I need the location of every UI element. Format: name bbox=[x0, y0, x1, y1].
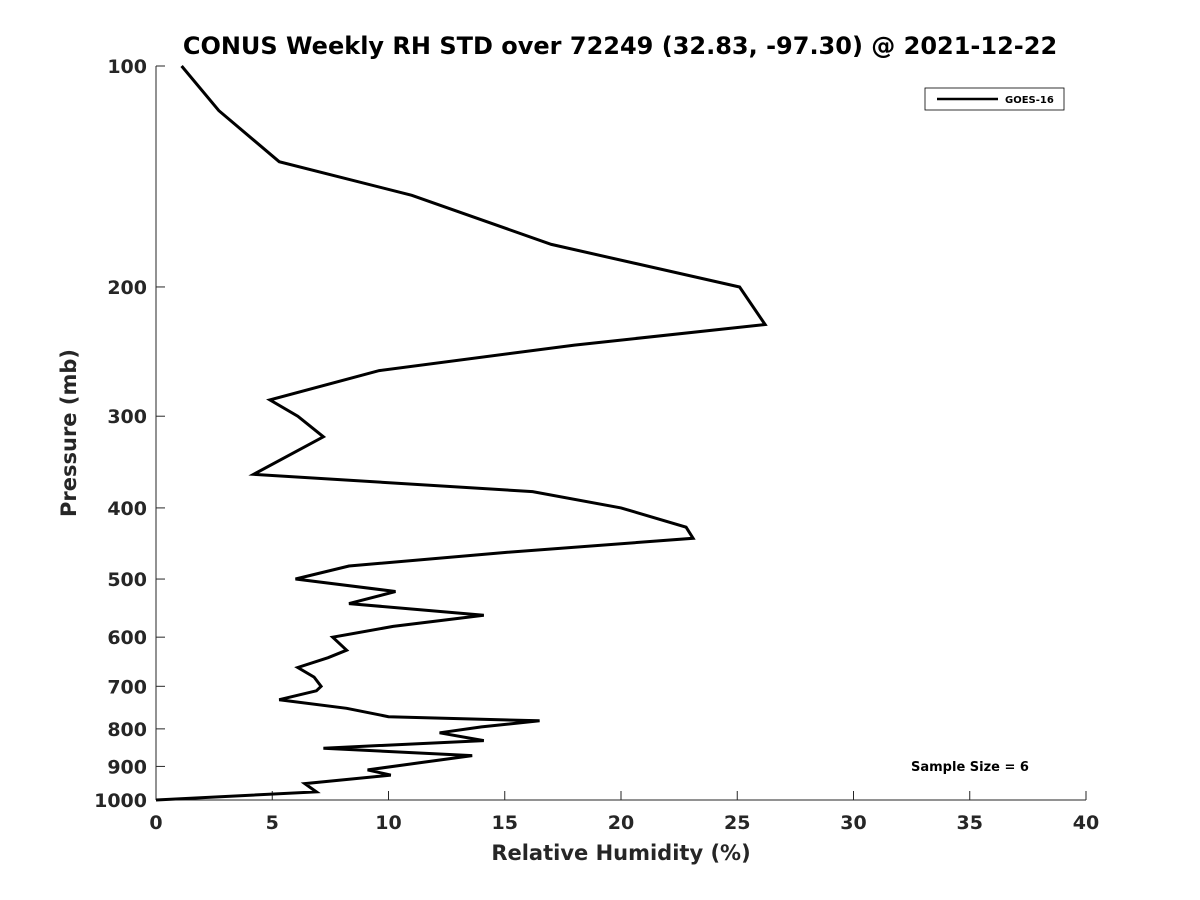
x-tick-label: 10 bbox=[375, 812, 401, 834]
x-ticks: 0 5 10 15 20 25 30 35 40 bbox=[149, 791, 1099, 834]
y-tick-label: 1000 bbox=[94, 790, 147, 812]
x-tick-label: 15 bbox=[492, 812, 518, 834]
y-tick-label: 300 bbox=[107, 406, 147, 428]
sample-size-annotation: Sample Size = 6 bbox=[911, 760, 1029, 775]
legend: GOES-16 bbox=[924, 87, 1065, 111]
y-axis-label: Pressure (mb) bbox=[57, 349, 81, 517]
plot-area bbox=[155, 66, 1086, 801]
y-tick-label: 500 bbox=[107, 569, 147, 591]
y-ticks: 100 200 300 400 500 600 700 800 900 1000 bbox=[94, 56, 165, 812]
y-tick-label: 600 bbox=[107, 627, 147, 649]
x-axis-label: Relative Humidity (%) bbox=[491, 841, 750, 865]
x-tick-label: 5 bbox=[266, 812, 279, 834]
y-tick-label: 900 bbox=[107, 756, 147, 778]
x-tick-label: 25 bbox=[724, 812, 750, 834]
series-layer bbox=[155, 65, 768, 802]
x-tick-label: 20 bbox=[608, 812, 634, 834]
legend-label-goes-16: GOES-16 bbox=[1005, 95, 1054, 106]
y-tick-label: 700 bbox=[107, 676, 147, 698]
x-tick-label: 0 bbox=[149, 812, 162, 834]
y-tick-label: 800 bbox=[107, 719, 147, 741]
chart-title: CONUS Weekly RH STD over 72249 (32.83, -… bbox=[183, 32, 1057, 60]
y-tick-label: 200 bbox=[107, 277, 147, 299]
x-tick-label: 30 bbox=[840, 812, 866, 834]
x-tick-label: 35 bbox=[957, 812, 983, 834]
x-tick-label: 40 bbox=[1073, 812, 1099, 834]
y-tick-label: 100 bbox=[107, 56, 147, 78]
series-line-goes-16 bbox=[155, 65, 768, 802]
y-tick-label: 400 bbox=[107, 498, 147, 520]
